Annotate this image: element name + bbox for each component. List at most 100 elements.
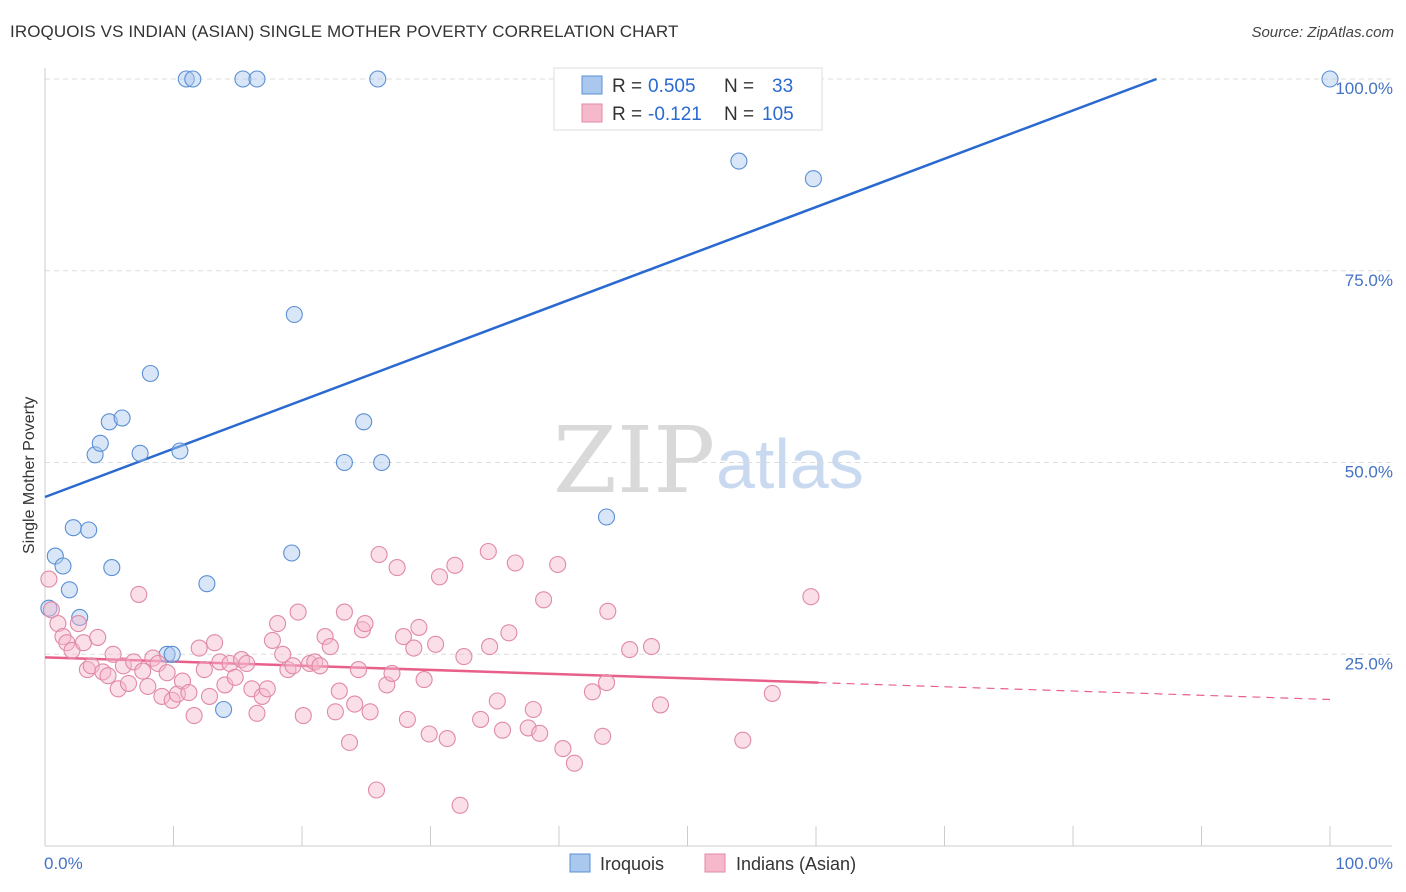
top-legend: R = 0.505 N = 33 R = -0.121 N = 105	[553, 67, 823, 131]
point-s1-100	[621, 641, 639, 659]
axes	[44, 68, 1392, 847]
point-s1-10	[89, 628, 107, 646]
legend-n-label-iroquois: N =	[724, 76, 754, 97]
point-s1-83	[479, 542, 497, 561]
point-s0-8	[91, 434, 109, 452]
point-s0-11	[113, 409, 131, 427]
point-s0-6	[80, 521, 98, 539]
point-s1-65	[367, 781, 386, 799]
point-s1-14	[109, 680, 127, 698]
point-s1-97	[594, 727, 612, 745]
point-s1-86	[493, 721, 512, 739]
point-s1-0	[40, 570, 58, 588]
legend-r-label-indians: R =	[612, 104, 642, 125]
point-s0-26	[355, 413, 373, 431]
point-s0-28	[373, 453, 391, 472]
point-s1-41	[248, 704, 266, 722]
bottom-legend-label-iroquois: Iroquois	[600, 854, 664, 874]
point-s1-63	[356, 615, 374, 633]
point-s0-23	[283, 544, 301, 562]
point-s1-28	[180, 684, 198, 702]
point-s1-72	[405, 639, 423, 657]
point-s0-16	[171, 442, 189, 460]
y-tick-label-2: 75.0%	[1345, 271, 1393, 290]
point-s1-12	[99, 667, 117, 685]
point-s1-30	[190, 639, 208, 657]
point-s1-22	[149, 654, 167, 673]
point-s1-87	[500, 624, 518, 642]
point-s1-96	[583, 683, 601, 701]
point-s1-16	[119, 674, 138, 692]
point-s1-79	[446, 556, 464, 574]
point-s0-4	[64, 519, 82, 537]
chart-title: IROQUOIS VS INDIAN (ASIAN) SINGLE MOTHER…	[10, 22, 679, 41]
data-points	[40, 70, 1339, 814]
point-s0-32	[1321, 70, 1339, 88]
point-s1-74	[415, 671, 433, 689]
point-s1-68	[383, 664, 401, 682]
point-s1-45	[269, 615, 287, 633]
bottom-legend-swatch-iroquois	[569, 853, 591, 873]
point-s0-21	[234, 70, 252, 88]
point-s1-93	[549, 555, 567, 574]
legend-swatch-iroquois	[581, 75, 603, 95]
point-s1-50	[294, 707, 312, 725]
point-s1-80	[451, 796, 469, 814]
x-tick-label-0: 0.0%	[44, 854, 83, 873]
x-tick-label-1: 100.0%	[1335, 854, 1393, 873]
point-s1-31	[195, 661, 213, 679]
point-s0-24	[285, 305, 303, 324]
point-s1-19	[134, 662, 152, 680]
point-s0-20	[215, 700, 233, 719]
trend-lines	[44, 77, 1331, 701]
point-s1-103	[763, 684, 781, 702]
legend-n-value-iroquois: 33	[772, 76, 793, 97]
point-s1-53	[311, 657, 329, 675]
point-s1-57	[330, 682, 348, 700]
point-s1-104	[802, 588, 820, 606]
point-s1-37	[226, 668, 244, 686]
point-s1-66	[370, 545, 388, 564]
point-s0-25	[335, 453, 353, 472]
point-s1-105	[734, 731, 752, 749]
point-s1-18	[130, 585, 148, 603]
point-s1-20	[139, 677, 157, 696]
y-tick-label-0: 25.0%	[1345, 654, 1393, 673]
point-s0-30	[730, 152, 748, 170]
point-s1-24	[158, 664, 176, 682]
point-s1-78	[438, 730, 456, 748]
point-s1-77	[430, 568, 449, 586]
point-s0-14	[158, 645, 176, 663]
point-s1-6	[69, 615, 87, 633]
point-s0-27	[369, 70, 387, 88]
trend-line-indians	[44, 656, 819, 684]
point-s1-71	[398, 710, 416, 728]
legend-r-label-iroquois: R =	[612, 76, 642, 97]
point-s0-12	[131, 444, 149, 462]
point-s1-95	[565, 754, 583, 772]
point-s0-31	[804, 170, 822, 188]
point-s1-7	[74, 634, 93, 652]
point-s1-61	[349, 661, 368, 679]
point-s1-73	[410, 618, 428, 636]
point-s1-44	[263, 631, 281, 649]
point-s1-2	[49, 615, 67, 633]
point-s1-59	[340, 733, 359, 752]
y-tick-labels: 25.0% 50.0% 75.0% 100.0%	[1335, 79, 1393, 673]
point-s0-17	[177, 70, 195, 88]
point-s1-39	[238, 654, 256, 673]
point-s1-75	[420, 725, 438, 743]
point-s1-69	[388, 559, 406, 577]
point-s1-85	[488, 692, 506, 710]
point-s1-60	[346, 695, 364, 713]
point-s0-15	[163, 645, 181, 663]
point-s1-90	[524, 700, 542, 719]
point-s1-88	[506, 554, 524, 572]
y-tick-label-3: 100.0%	[1335, 79, 1393, 98]
point-s1-81	[455, 648, 473, 666]
point-s1-82	[472, 710, 490, 728]
point-s0-13	[141, 364, 159, 383]
point-s1-99	[599, 602, 617, 620]
point-s1-15	[114, 657, 132, 675]
point-s0-29	[597, 508, 616, 526]
